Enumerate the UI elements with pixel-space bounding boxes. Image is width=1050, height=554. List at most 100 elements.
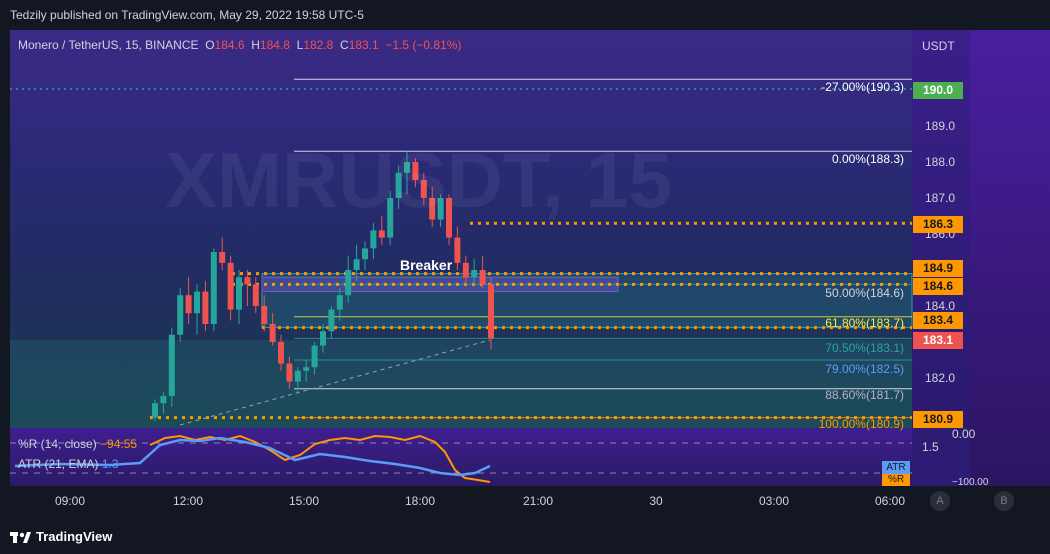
time-tick: 03:00 — [758, 494, 790, 508]
candle-body — [202, 291, 209, 324]
williams-r-value: −94.55 — [100, 437, 138, 451]
price-badge: 183.4 — [913, 312, 963, 329]
candle-body — [269, 324, 276, 342]
candle-body — [278, 342, 284, 364]
candle-body — [353, 259, 360, 270]
atr-value: 1.3 — [101, 457, 119, 471]
right-panel — [970, 30, 1050, 490]
time-tick: 09:00 — [54, 494, 86, 508]
auto-scale-button[interactable]: A — [930, 491, 950, 511]
candle-body — [152, 403, 158, 418]
time-tick: 15:00 — [288, 494, 320, 508]
time-tick: 21:00 — [522, 494, 554, 508]
lower-zone — [10, 340, 912, 428]
symbol-name: Monero / TetherUS, 15, BINANCE — [18, 38, 199, 52]
time-tick: 30 — [649, 494, 663, 508]
b-button[interactable]: B — [994, 491, 1014, 511]
price-tick: 189.0 — [925, 119, 956, 133]
symbol-watermark: XMRUSDT, 15 — [165, 136, 673, 224]
candle-body — [185, 295, 192, 314]
close-label: C — [340, 38, 349, 52]
candle-body — [429, 198, 436, 220]
candle-body — [454, 237, 461, 263]
candle-body — [286, 363, 293, 382]
williams-r-legend: %R (14, close) −94.55 — [18, 437, 137, 451]
candle-body — [362, 248, 368, 260]
candle-body — [479, 270, 486, 285]
candle-body — [294, 370, 301, 382]
open-label: O — [205, 38, 215, 52]
price-badge: 183.1 — [913, 332, 963, 349]
fib-label: 61.80%(183.7) — [825, 316, 904, 330]
candle-body — [378, 230, 385, 238]
candle-body — [303, 367, 310, 371]
price-badge: 180.9 — [913, 411, 963, 428]
candle-body — [412, 162, 419, 180]
fib-label: 0.00%(188.3) — [831, 152, 904, 166]
low-label: L — [296, 38, 304, 52]
candle-body — [488, 284, 494, 339]
ind-scale-bottom: −100.00 — [952, 477, 989, 488]
price-badge: 186.3 — [913, 216, 963, 233]
atr-legend: ATR (21, EMA) 1.3 — [18, 457, 119, 471]
high-value: 184.8 — [259, 38, 290, 52]
wr-tag: %R — [882, 474, 910, 486]
fib-label: 88.60%(181.7) — [825, 388, 904, 402]
candle-body — [328, 309, 335, 332]
price-badge: 184.6 — [913, 278, 963, 295]
candle-body — [462, 262, 469, 278]
candle-body — [219, 252, 226, 263]
symbol-legend: Monero / TetherUS, 15, BINANCE O184.6 H1… — [18, 38, 461, 52]
time-axis[interactable] — [10, 486, 912, 514]
candle-body — [194, 291, 200, 314]
atr-line — [14, 436, 491, 477]
candle-body — [387, 198, 394, 238]
candle-body — [168, 334, 175, 396]
fib-label: 70.50%(183.1) — [825, 341, 904, 355]
atr-label: ATR (21, EMA) — [18, 457, 99, 471]
fib-label: -27.00%(190.3) — [821, 80, 904, 94]
tradingview-logo-icon — [10, 532, 31, 543]
currency-label: USDT — [922, 39, 955, 53]
candle-body — [370, 230, 377, 249]
published-header: Tedzily published on TradingView.com, Ma… — [0, 0, 1050, 30]
candle-body — [336, 295, 343, 310]
candle-body — [311, 345, 318, 368]
low-value: 182.8 — [303, 38, 334, 52]
open-value: 184.6 — [214, 38, 245, 52]
price-tick: 187.0 — [925, 191, 956, 205]
high-label: H — [251, 38, 260, 52]
candle-body — [404, 162, 410, 173]
wr-line — [149, 434, 491, 483]
candle-body — [320, 331, 326, 346]
williams-r-label: %R (14, close) — [18, 437, 97, 451]
price-chart-pane[interactable] — [10, 30, 912, 428]
fib-label: 79.00%(182.5) — [825, 362, 904, 376]
change-value: −1.5 (−0.81%) — [385, 38, 462, 52]
candle-body — [227, 262, 234, 310]
candle-body — [420, 180, 427, 198]
candle-body — [471, 270, 478, 278]
indicator-pane[interactable] — [10, 428, 912, 486]
candle-body — [395, 172, 402, 198]
price-badge: 184.9 — [913, 260, 963, 277]
time-tick: 06:00 — [874, 494, 906, 508]
candle-body — [345, 270, 352, 296]
ind-scale-mid: 1.5 — [922, 440, 939, 454]
candle-body — [177, 295, 184, 335]
candle-body — [210, 252, 217, 324]
breaker-label: Breaker — [400, 257, 453, 273]
candle-body — [236, 277, 242, 310]
candle-body — [437, 198, 444, 220]
candle-body — [160, 396, 167, 404]
atr-tag: ATR — [882, 461, 910, 474]
candle-body — [252, 284, 259, 306]
price-tick: 188.0 — [925, 155, 956, 169]
time-tick: 12:00 — [172, 494, 204, 508]
trend-line — [179, 339, 491, 426]
tradingview-brand: TradingView — [36, 529, 113, 544]
price-tick: 182.0 — [925, 371, 956, 385]
indicator-scale[interactable] — [912, 428, 970, 486]
